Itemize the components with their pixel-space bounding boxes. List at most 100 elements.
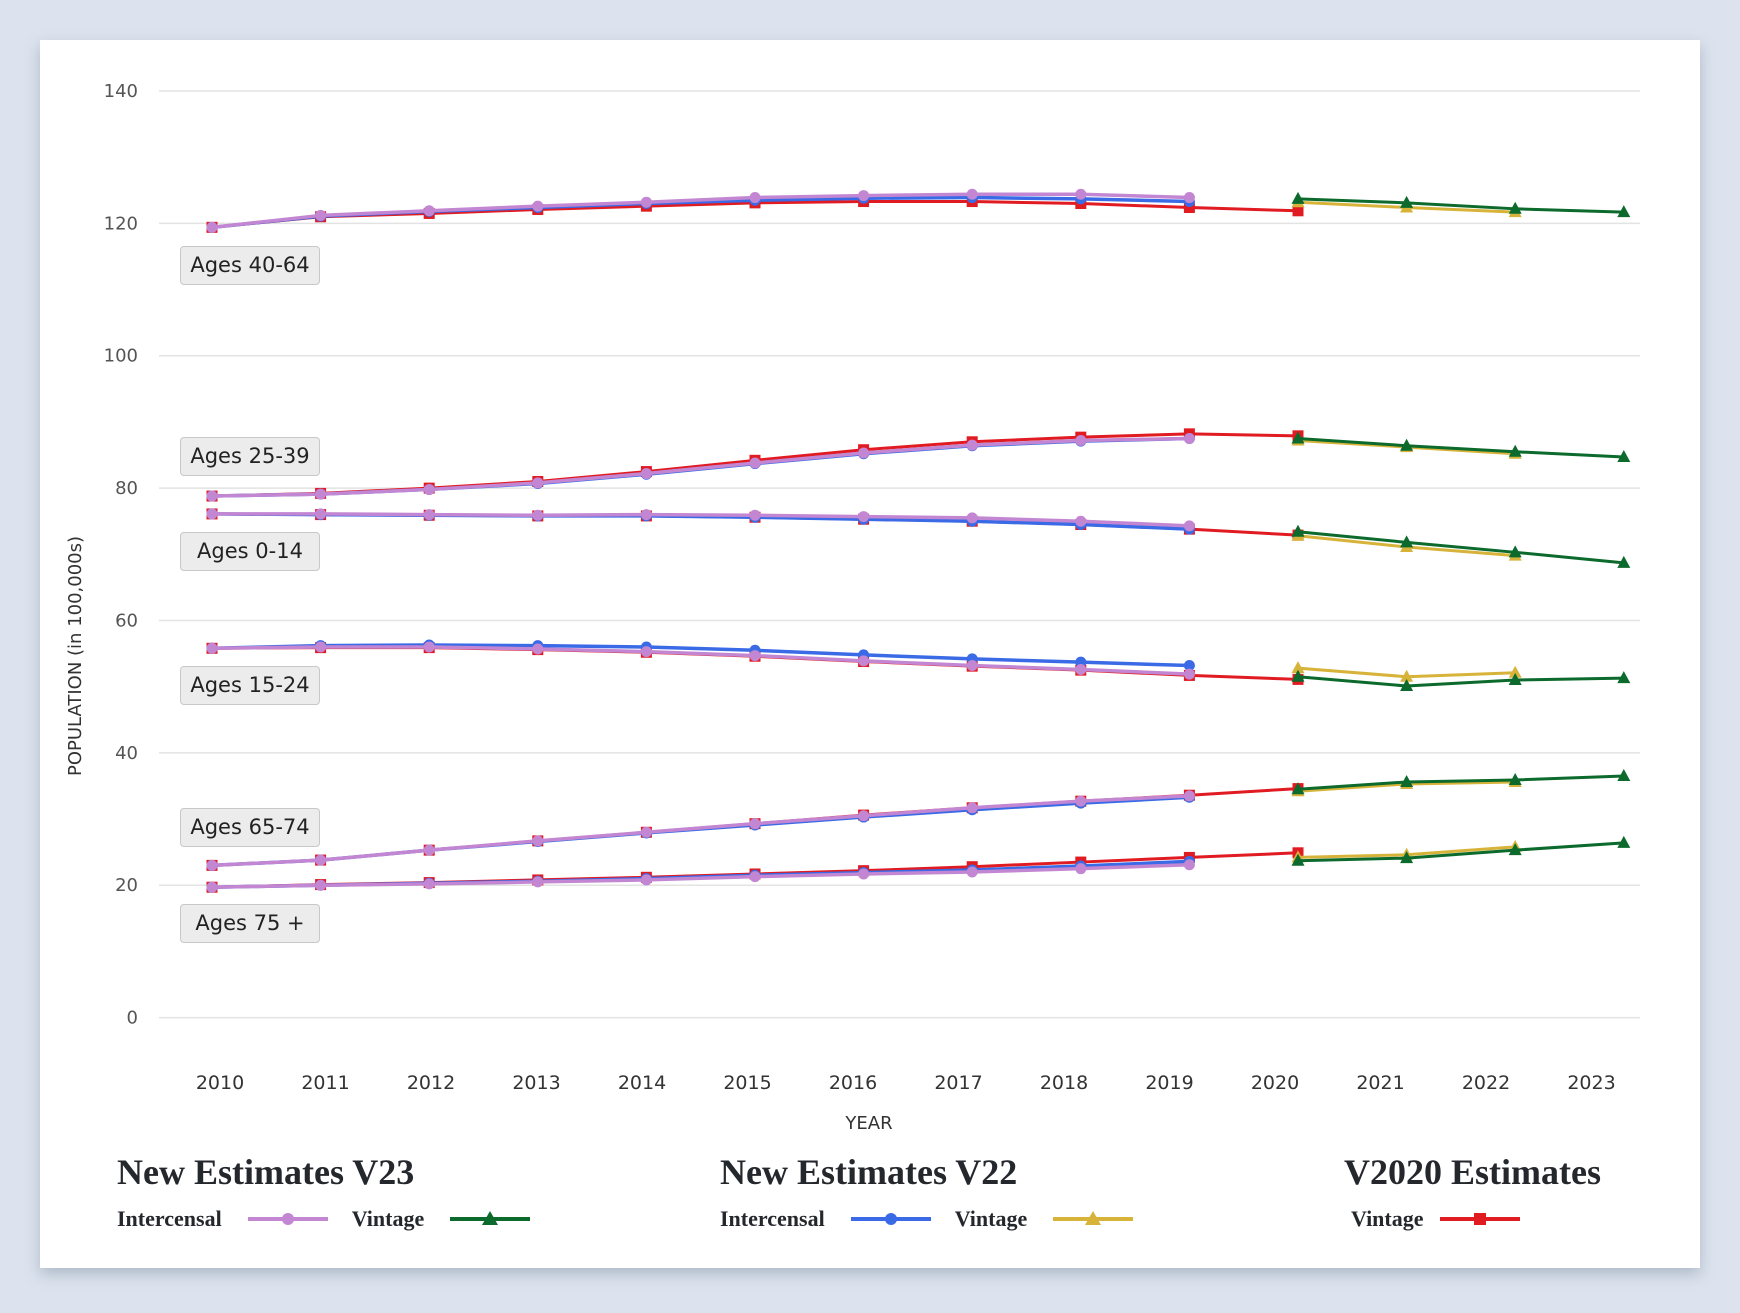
- data-point-circle[interactable]: [532, 643, 544, 655]
- data-point-circle[interactable]: [640, 874, 652, 886]
- data-point-circle[interactable]: [858, 655, 870, 667]
- data-point-circle[interactable]: [1183, 859, 1195, 871]
- data-point-circle[interactable]: [206, 642, 218, 654]
- data-point-circle[interactable]: [532, 477, 544, 489]
- data-point-triangle[interactable]: [1291, 669, 1305, 682]
- data-point-square[interactable]: [1292, 205, 1304, 217]
- data-point-triangle[interactable]: [1291, 782, 1305, 795]
- series-line[interactable]: [212, 512, 1190, 528]
- data-point-circle[interactable]: [206, 859, 218, 871]
- legend-swatch-v2020-vintage[interactable]: [1439, 1209, 1520, 1229]
- data-point-circle[interactable]: [206, 881, 218, 893]
- data-point-circle[interactable]: [1075, 663, 1087, 675]
- data-point-circle[interactable]: [858, 810, 870, 822]
- legend-swatch-v22-vintage[interactable]: [1053, 1209, 1134, 1229]
- data-point-triangle[interactable]: [1617, 555, 1631, 568]
- data-point-circle[interactable]: [532, 876, 544, 888]
- legend-swatch-v23-intercensal[interactable]: [247, 1209, 328, 1229]
- data-point-circle[interactable]: [640, 468, 652, 480]
- data-point-circle[interactable]: [206, 221, 218, 233]
- data-point-circle[interactable]: [423, 844, 435, 856]
- data-point-circle[interactable]: [858, 190, 870, 202]
- data-point-triangle[interactable]: [1617, 769, 1631, 782]
- series-line[interactable]: [1297, 675, 1624, 688]
- data-point-circle[interactable]: [749, 650, 761, 662]
- data-point-triangle[interactable]: [1617, 205, 1631, 218]
- series-line[interactable]: [211, 794, 1190, 868]
- data-point-circle[interactable]: [423, 878, 435, 890]
- data-point-circle[interactable]: [1183, 520, 1195, 532]
- series-line[interactable]: [211, 862, 1190, 889]
- data-point-triangle[interactable]: [1291, 431, 1305, 444]
- data-point-circle[interactable]: [1075, 795, 1087, 807]
- data-point-circle[interactable]: [1075, 434, 1087, 446]
- data-point-circle[interactable]: [749, 509, 761, 521]
- legend-swatch-v23-vintage[interactable]: [450, 1209, 531, 1229]
- data-point-triangle[interactable]: [1291, 524, 1305, 537]
- data-point-circle[interactable]: [315, 209, 327, 221]
- data-point-triangle[interactable]: [1400, 679, 1414, 692]
- data-point-circle[interactable]: [749, 457, 761, 469]
- data-point-circle[interactable]: [532, 835, 544, 847]
- data-point-triangle[interactable]: [1617, 671, 1631, 684]
- data-point-triangle[interactable]: [1508, 843, 1522, 856]
- data-point-circle[interactable]: [749, 871, 761, 883]
- data-point-circle[interactable]: [1075, 515, 1087, 527]
- data-point-square[interactable]: [1183, 201, 1195, 213]
- data-point-circle[interactable]: [1183, 192, 1195, 204]
- data-point-circle[interactable]: [1183, 668, 1195, 680]
- data-point-circle[interactable]: [966, 188, 978, 200]
- data-point-circle[interactable]: [532, 200, 544, 212]
- data-point-circle[interactable]: [749, 192, 761, 204]
- data-point-circle[interactable]: [1183, 659, 1195, 671]
- data-point-triangle[interactable]: [1400, 438, 1414, 451]
- data-point-circle[interactable]: [966, 866, 978, 878]
- series-line[interactable]: [1297, 774, 1624, 791]
- data-point-triangle[interactable]: [1400, 851, 1414, 864]
- data-point-triangle[interactable]: [1291, 661, 1305, 674]
- data-point-circle[interactable]: [1075, 863, 1087, 875]
- series-line[interactable]: [1297, 436, 1624, 459]
- data-point-circle[interactable]: [640, 196, 652, 208]
- data-point-circle[interactable]: [423, 483, 435, 495]
- data-point-circle[interactable]: [858, 511, 870, 523]
- data-point-triangle[interactable]: [1508, 545, 1522, 558]
- data-point-circle[interactable]: [966, 439, 978, 451]
- data-point-triangle[interactable]: [1400, 669, 1414, 682]
- data-point-circle[interactable]: [1075, 188, 1087, 200]
- data-point-circle[interactable]: [315, 488, 327, 500]
- data-point-circle[interactable]: [423, 509, 435, 521]
- data-point-circle[interactable]: [966, 659, 978, 671]
- series-line[interactable]: [211, 645, 1190, 676]
- data-point-triangle[interactable]: [1400, 535, 1414, 548]
- series-line[interactable]: [1297, 841, 1624, 863]
- data-point-circle[interactable]: [532, 509, 544, 521]
- data-point-circle[interactable]: [640, 826, 652, 838]
- data-point-triangle[interactable]: [1617, 835, 1631, 848]
- data-point-circle[interactable]: [315, 879, 327, 891]
- data-point-circle[interactable]: [206, 490, 218, 502]
- legend-swatch-v22-intercensal[interactable]: [850, 1209, 931, 1229]
- data-point-circle[interactable]: [315, 854, 327, 866]
- data-point-triangle[interactable]: [1400, 195, 1414, 208]
- data-point-circle[interactable]: [423, 205, 435, 217]
- series-line[interactable]: [211, 436, 1190, 498]
- data-point-circle[interactable]: [1183, 790, 1195, 802]
- series-line[interactable]: [1297, 197, 1624, 214]
- data-point-circle[interactable]: [1183, 432, 1195, 444]
- data-point-triangle[interactable]: [1508, 772, 1522, 785]
- data-point-circle[interactable]: [640, 509, 652, 521]
- data-point-circle[interactable]: [858, 447, 870, 459]
- data-point-triangle[interactable]: [1508, 444, 1522, 457]
- data-point-triangle[interactable]: [1291, 191, 1305, 204]
- data-point-circle[interactable]: [749, 818, 761, 830]
- series-line[interactable]: [1297, 530, 1624, 565]
- data-point-triangle[interactable]: [1508, 665, 1522, 678]
- data-point-circle[interactable]: [315, 508, 327, 520]
- data-point-circle[interactable]: [858, 868, 870, 880]
- data-point-triangle[interactable]: [1400, 774, 1414, 787]
- data-point-circle[interactable]: [206, 508, 218, 520]
- data-point-circle[interactable]: [315, 641, 327, 653]
- data-point-circle[interactable]: [640, 646, 652, 658]
- data-point-circle[interactable]: [966, 512, 978, 524]
